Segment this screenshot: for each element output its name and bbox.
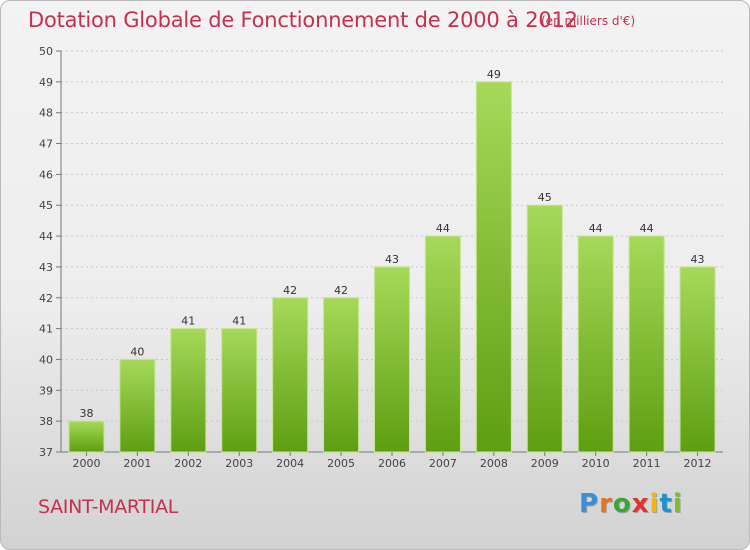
x-tick-label: 2000 — [72, 457, 100, 470]
location-name: SAINT-MARTIAL — [38, 496, 179, 518]
chart-title: Dotation Globale de Fonctionnement de 20… — [28, 8, 578, 32]
x-tick-label: 2005 — [327, 457, 355, 470]
x-tick-label: 2002 — [174, 457, 202, 470]
bar-value-label: 38 — [79, 407, 93, 420]
bar-value-label: 43 — [385, 253, 399, 266]
y-tick-label: 50 — [39, 45, 53, 58]
x-tick-label: 2001 — [123, 457, 151, 470]
bar — [374, 266, 410, 453]
bar-value-label: 43 — [691, 253, 705, 266]
bar-value-label: 42 — [334, 284, 348, 297]
bar-value-label: 44 — [640, 222, 654, 235]
x-tick-label: 2012 — [684, 457, 712, 470]
y-tick-label: 48 — [39, 107, 53, 120]
bar-value-label: 45 — [538, 191, 552, 204]
y-tick-label: 39 — [39, 384, 53, 397]
bar-value-label: 41 — [232, 315, 246, 328]
bar — [475, 81, 512, 453]
bar — [221, 328, 258, 453]
bar-value-label: 49 — [487, 68, 501, 81]
y-tick-label: 49 — [39, 76, 53, 89]
bar — [170, 328, 207, 453]
y-tick-label: 47 — [39, 138, 53, 151]
bar — [119, 358, 156, 453]
proxiti-logo: Proxiti — [579, 489, 683, 519]
y-tick-label: 37 — [39, 446, 53, 459]
x-tick-label: 2006 — [378, 457, 406, 470]
bar — [68, 420, 105, 453]
bar — [526, 204, 563, 453]
y-tick-label: 44 — [39, 230, 53, 243]
y-tick-label: 46 — [39, 168, 53, 181]
bar — [272, 297, 309, 453]
bar — [577, 235, 614, 453]
bar-value-label: 40 — [130, 345, 144, 358]
bar — [323, 297, 360, 453]
bar-value-label: 41 — [181, 315, 195, 328]
x-tick-label: 2009 — [531, 457, 559, 470]
y-tick-label: 42 — [39, 292, 53, 305]
y-tick-label: 43 — [39, 261, 53, 274]
y-tick-label: 45 — [39, 199, 53, 212]
chart-subtitle: (en milliers d'€) — [541, 14, 636, 28]
bar — [424, 235, 461, 453]
y-tick-label: 38 — [39, 415, 53, 428]
x-tick-label: 2007 — [429, 457, 457, 470]
bar — [679, 266, 716, 453]
bar-value-label: 44 — [436, 222, 450, 235]
bar-value-label: 42 — [283, 284, 297, 297]
x-tick-label: 2004 — [276, 457, 304, 470]
x-tick-label: 2003 — [225, 457, 253, 470]
bar — [628, 235, 665, 453]
x-tick-label: 2010 — [582, 457, 610, 470]
x-tick-label: 2008 — [480, 457, 508, 470]
bar-value-label: 44 — [589, 222, 603, 235]
x-tick-label: 2011 — [633, 457, 661, 470]
y-tick-label: 40 — [39, 353, 53, 366]
y-tick-label: 41 — [39, 323, 53, 336]
